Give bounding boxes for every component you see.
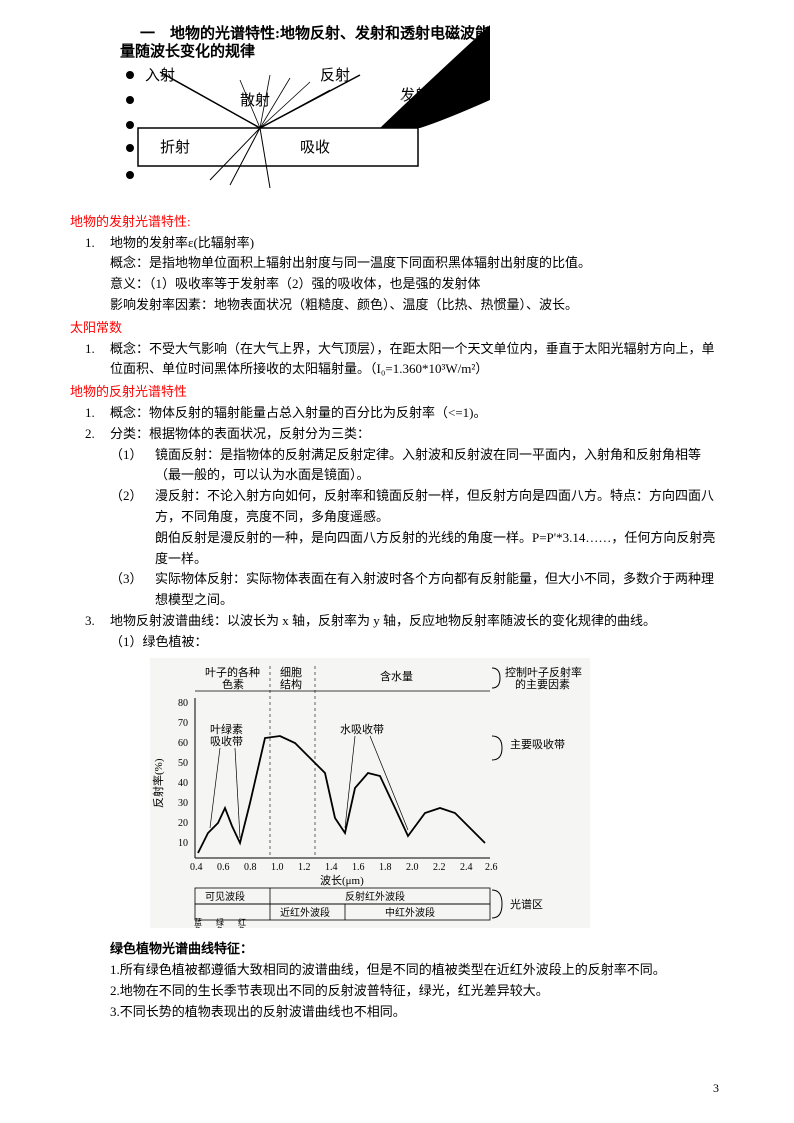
sec4-line2: 2.地物在不同的生长季节表现出不同的反射波普特征，绿光，红光差异较大。	[110, 981, 724, 1002]
svg-text:2.6: 2.6	[485, 862, 498, 873]
sec3-sub3-text: 实际物体反射：实际物体表面在有入射波时各个方向都有反射能量，但大小不同，多数介于…	[155, 569, 724, 611]
sec4-line3: 3.不同长势的植物表现出的反射波谱曲线也不相同。	[110, 1002, 724, 1023]
sec2-heading: 太阳常数	[70, 318, 724, 339]
svg-text:色素: 色素	[222, 677, 244, 691]
svg-text:80: 80	[178, 698, 188, 709]
fig1-title2: 量随波长变化的规律	[120, 42, 255, 60]
label-zheshe: 折射	[160, 139, 190, 156]
fig2-top1a: 细胞	[280, 666, 302, 679]
sec3-sub1-text: 镜面反射：是指物体的反射满足反射定律。入射波和反射波在同一平面内，入射角和反射角…	[155, 445, 724, 487]
spectral-diagram-svg: 一 地物的光谱特性:地物反射、发射和透射电磁波能 量随波长变化的规律 入射 反射…	[110, 20, 490, 200]
fig2-bot1: 反射红外波段	[345, 890, 405, 903]
fig2-mini: 蓝色光 绿色光 红色光	[194, 917, 247, 928]
svg-text:10: 10	[178, 838, 188, 849]
fig2-top0a: 叶子的各种	[205, 665, 260, 679]
svg-text:40: 40	[178, 778, 188, 789]
figure-1-spectral-diagram: 一 地物的光谱特性:地物反射、发射和透射电磁波能 量随波长变化的规律 入射 反射…	[110, 20, 724, 207]
fig2-ann2: 主要吸收带	[510, 737, 565, 751]
sec3-item3-num: 3.	[85, 611, 110, 653]
svg-text:2.0: 2.0	[406, 862, 419, 873]
sec3-sub3: （3） 实际物体反射：实际物体表面在有入射波时各个方向都有反射能量，但大小不同，…	[110, 569, 724, 611]
sec1-item1-line1: 概念：是指地物单位面积上辐射出射度与同一温度下同面积黑体辐射出射度的比值。	[110, 253, 724, 274]
svg-text:20: 20	[178, 818, 188, 829]
sec4-line1: 1.所有绿色植被都遵循大致相同的波谱曲线，但是不同的植被类型在近红外波段上的反射…	[110, 960, 724, 981]
sec3-item3-text: 地物反射波谱曲线：以波长为 x 轴，反射率为 y 轴，反应地物反射率随波长的变化…	[110, 611, 724, 632]
sec2-item1-num: 1.	[85, 339, 110, 381]
label-xishou: 吸收	[300, 139, 330, 156]
fig2-bot2: 光谱区	[510, 897, 543, 911]
sec3-item3: 3. 地物反射波谱曲线：以波长为 x 轴，反射率为 y 轴，反应地物反射率随波长…	[85, 611, 724, 653]
fig2-bot4: 中红外波段	[385, 906, 435, 919]
fig2-bot0: 可见波段	[205, 890, 245, 903]
fig2-xlabel: 波长(μm)	[320, 874, 364, 887]
sec3-item2: 2. 分类：根据物体的表面状况，反射分为三类：	[85, 424, 724, 445]
sec3-sub3-num: （3）	[110, 569, 155, 611]
svg-text:吸收带: 吸收带	[210, 734, 243, 748]
sec1-heading: 地物的发射光谱特性:	[70, 212, 724, 233]
sec3-item1: 1. 概念：物体反射的辐射能量占总入射量的百分比为反射率（<=1)。	[85, 403, 724, 424]
fig2-bot3: 近红外波段	[280, 906, 330, 919]
svg-text:的主要因素: 的主要因素	[515, 677, 570, 691]
fig2-top2: 含水量	[380, 669, 413, 683]
sec3-sub2-text: 漫反射：不论入射方向如何，反射率和镜面反射一样，但反射方向是四面八方。特点：方向…	[155, 486, 724, 528]
sec1-item1-line2: 意义：（1）吸收率等于发射率（2）强的吸收体，也是强的发射体	[110, 274, 724, 295]
fig2-top3a: 控制叶子反射率	[505, 665, 582, 679]
svg-text:1.8: 1.8	[379, 862, 392, 873]
svg-text:绿色光: 绿色光	[216, 918, 225, 928]
svg-text:60: 60	[178, 738, 188, 749]
svg-text:0.4: 0.4	[190, 862, 203, 873]
sec3-item2-text: 分类：根据物体的表面状况，反射分为三类：	[110, 424, 724, 445]
sec3-sub2-text2: 朗伯反射是漫反射的一种，是向四面八方反射的光线的角度一样。P=P'*3.14………	[155, 528, 724, 570]
svg-text:0.8: 0.8	[244, 862, 257, 873]
label-fanshe: 反射	[320, 67, 350, 84]
sec3-item1-num: 1.	[85, 403, 110, 424]
svg-text:50: 50	[178, 758, 188, 769]
svg-text:2.2: 2.2	[433, 862, 446, 873]
sec3-heading: 地物的反射光谱特性	[70, 382, 724, 403]
svg-text:红色光: 红色光	[238, 917, 247, 928]
sec3-item1-text: 概念：物体反射的辐射能量占总入射量的百分比为反射率（<=1)。	[110, 403, 724, 424]
svg-text:1.4: 1.4	[325, 862, 338, 873]
figure-2-vegetation-curve: 叶子的各种 色素 细胞 结构 含水量 控制叶子反射率 的主要因素 80 70 6…	[150, 658, 724, 935]
sec3-sub2: （2） 漫反射：不论入射方向如何，反射率和镜面反射一样，但反射方向是四面八方。特…	[110, 486, 724, 569]
label-rushe: 入射	[145, 67, 175, 84]
svg-text:70: 70	[178, 718, 188, 729]
svg-text:1.2: 1.2	[298, 862, 311, 873]
fig2-ylabel: 反射率(%)	[151, 758, 165, 808]
svg-text:2.4: 2.4	[460, 862, 473, 873]
vegetation-curve-svg: 叶子的各种 色素 细胞 结构 含水量 控制叶子反射率 的主要因素 80 70 6…	[150, 658, 590, 928]
sec3-sub1: （1） 镜面反射：是指物体的反射满足反射定律。入射波和反射波在同一平面内，入射角…	[110, 445, 724, 487]
sec1-item1: 1. 地物的发射率ε(比辐射率) 概念：是指地物单位面积上辐射出射度与同一温度下…	[85, 233, 724, 316]
sec2-item1-text: 概念：不受大气影响（在大气上界，大气顶层），在距太阳一个天文单位内，垂直于太阳光…	[110, 339, 724, 381]
sec1-item1-title: 地物的发射率ε(比辐射率)	[110, 233, 724, 254]
page-number: 3	[713, 1079, 719, 1098]
sec3-sub2-num: （2）	[110, 486, 155, 569]
svg-text:0.6: 0.6	[217, 862, 230, 873]
sec2-item1: 1. 概念：不受大气影响（在大气上界，大气顶层），在距太阳一个天文单位内，垂直于…	[85, 339, 724, 381]
sec3-item3-sub: （1）绿色植被：	[110, 632, 724, 653]
fig2-ann1: 水吸收带	[340, 722, 384, 736]
sec3-item2-num: 2.	[85, 424, 110, 445]
svg-text:1.0: 1.0	[271, 862, 284, 873]
fig2-ann0a: 叶绿素	[210, 722, 243, 736]
svg-text:结构: 结构	[280, 677, 302, 691]
fig1-title1: 一 地物的光谱特性:地物反射、发射和透射电磁波能	[140, 24, 490, 42]
sec1-item1-num: 1.	[85, 233, 110, 316]
sec4-heading: 绿色植物光谱曲线特征：	[110, 939, 724, 960]
sec1-item1-line3: 影响发射率因素：地物表面状况（粗糙度、颜色）、温度（比热、热惯量）、波长。	[110, 295, 724, 316]
svg-text:30: 30	[178, 798, 188, 809]
svg-text:1.6: 1.6	[352, 862, 365, 873]
sec3-sub1-num: （1）	[110, 445, 155, 487]
